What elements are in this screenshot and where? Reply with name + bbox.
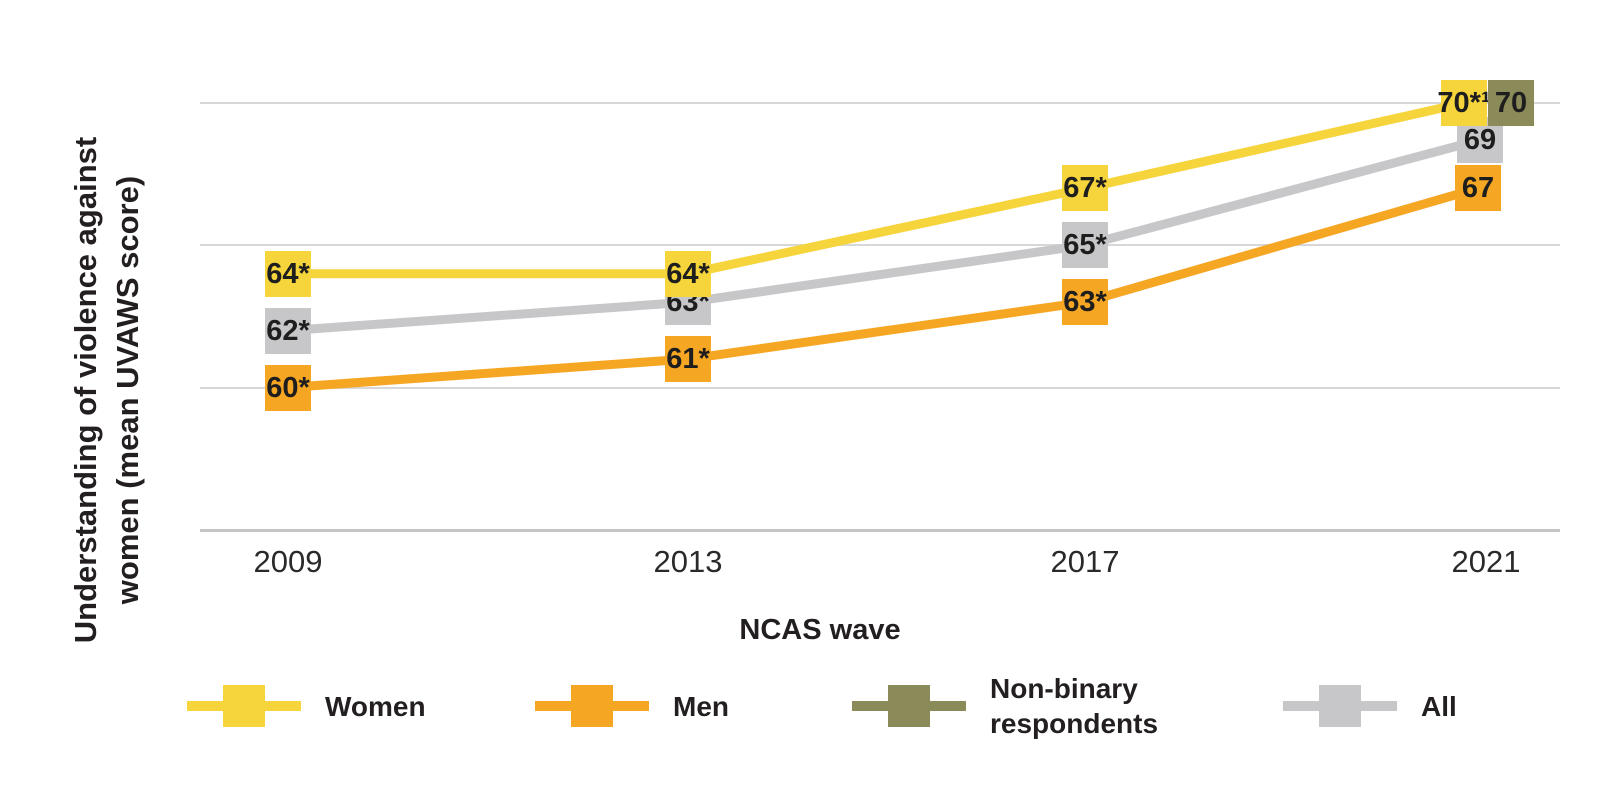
x-tick-2013: 2013 bbox=[653, 544, 723, 579]
marker-women-2009: 64* bbox=[265, 251, 311, 297]
x-tick-2017: 2017 bbox=[1050, 544, 1120, 579]
x-tick-2009: 2009 bbox=[253, 544, 323, 579]
line-men bbox=[287, 184, 1480, 392]
x-axis-title: NCAS wave bbox=[739, 614, 901, 646]
marker-women-2013: 64* bbox=[665, 251, 711, 297]
marker-non-binary-respondents-2021: 70 bbox=[1488, 80, 1534, 126]
marker-women-2021: 70*¹ bbox=[1437, 80, 1491, 126]
x-axis-line bbox=[200, 529, 1560, 532]
gridline-70 bbox=[200, 102, 1560, 104]
line-women bbox=[288, 98, 1465, 279]
marker-men-2017: 63* bbox=[1062, 279, 1108, 325]
marker-men-2013: 61* bbox=[665, 336, 711, 382]
marker-women-2017: 67* bbox=[1062, 165, 1108, 211]
gridline-60 bbox=[200, 387, 1560, 389]
marker-all-2009: 62* bbox=[265, 308, 311, 354]
marker-men-2009: 60* bbox=[265, 365, 311, 411]
gridline-65 bbox=[200, 244, 1560, 246]
x-tick-2021: 2021 bbox=[1451, 544, 1521, 579]
line-all bbox=[287, 135, 1482, 336]
marker-men-2021: 67 bbox=[1455, 165, 1501, 211]
marker-all-2017: 65* bbox=[1062, 222, 1108, 268]
